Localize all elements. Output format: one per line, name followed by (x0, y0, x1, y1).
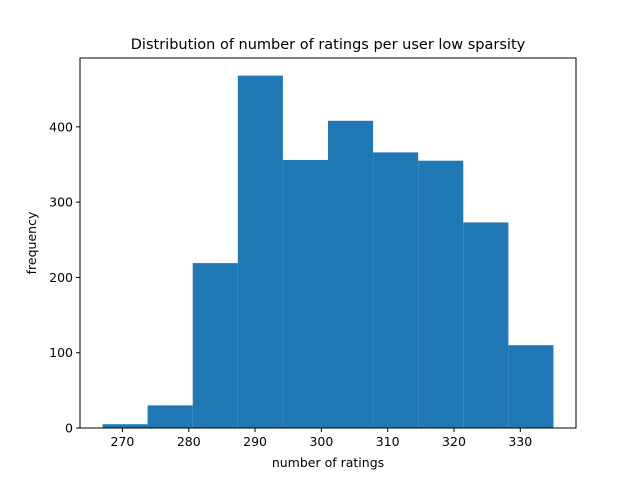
x-tick-label: 320 (442, 434, 466, 449)
x-tick-label: 300 (309, 434, 333, 449)
chart-title: Distribution of number of ratings per us… (131, 37, 526, 53)
y-tick-label: 300 (49, 195, 73, 210)
histogram-bar (282, 159, 328, 429)
y-tick-label: 0 (65, 421, 73, 436)
histogram-bar (508, 345, 554, 428)
y-tick-label: 100 (49, 345, 73, 360)
histogram-bar (237, 75, 283, 428)
histogram-bar (373, 152, 419, 428)
x-tick-label: 270 (111, 434, 135, 449)
bars-group (102, 75, 554, 429)
histogram-bar (328, 120, 374, 429)
plot-frame (79, 57, 577, 429)
histogram-bar (463, 222, 509, 428)
x-axis-ticks: 270 280 290 300 310 320 330 (111, 428, 532, 449)
histogram-bar (192, 263, 238, 428)
x-tick-label: 280 (177, 434, 201, 449)
histogram-bar (102, 424, 148, 428)
x-tick-label: 310 (376, 434, 400, 449)
y-tick-label: 400 (49, 119, 73, 134)
histogram-bar (147, 405, 193, 428)
x-tick-label: 290 (243, 434, 267, 449)
x-tick-label: 330 (508, 434, 532, 449)
y-axis-label: frequency (24, 211, 39, 274)
y-axis-ticks: 0 100 200 300 400 (49, 119, 80, 436)
y-tick-label: 200 (49, 270, 73, 285)
histogram-bar (418, 160, 464, 428)
x-axis-label: number of ratings (272, 455, 384, 470)
